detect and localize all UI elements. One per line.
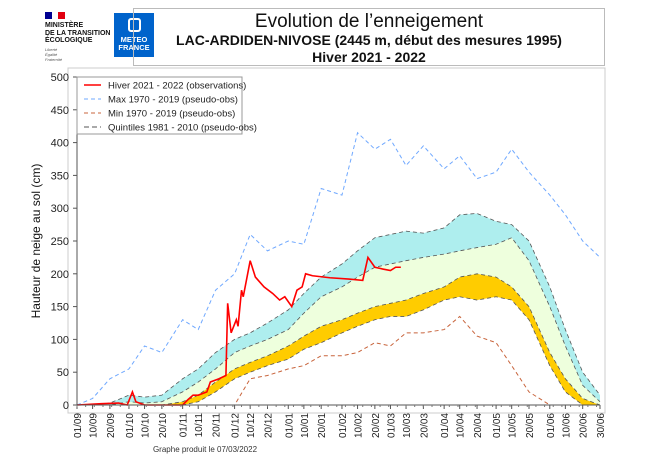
x-tick-label: 20/09: [106, 413, 117, 438]
x-tick-label: 01/01: [284, 413, 295, 438]
ministry-line: DE LA TRANSITION: [45, 29, 111, 37]
legend-label: Quintiles 1981 - 2010 (pseudo-obs): [108, 123, 257, 134]
ministry-line: MINISTÈRE: [45, 22, 84, 29]
x-tick-label: 20/06: [579, 413, 590, 438]
y-tick-label: 500: [51, 72, 69, 84]
logo-text: FRANCE: [118, 43, 150, 52]
ministry-logo: MINISTÈRE DE LA TRANSITION ÉCOLOGIQUE Li…: [45, 12, 110, 62]
motto: Fraternité: [45, 56, 63, 62]
x-tick-label: 10/10: [141, 413, 152, 438]
x-tick-label: 10/12: [246, 413, 257, 438]
x-tick-label: 20/03: [419, 413, 430, 438]
x-tick-label: 10/11: [194, 413, 205, 438]
y-axis-label: Hauteur de neige au sol (cm): [29, 164, 43, 319]
y-tick-label: 350: [51, 170, 69, 182]
chart-border: [67, 67, 606, 414]
observations-line: [76, 255, 401, 406]
legend-label: Min 1970 - 2019 (pseudo-obs): [108, 109, 235, 120]
chart-title: Evolution de l’enneigement: [254, 11, 484, 32]
x-tick-label: 01/05: [492, 413, 503, 438]
x-tick-label: 10/03: [402, 413, 413, 438]
title-box: Evolution de l’enneigement LAC-ARDIDEN-N…: [133, 8, 605, 66]
x-tick-label: 10/01: [300, 413, 311, 438]
x-tick-label: 01/12: [231, 413, 242, 438]
y-tick-label: 100: [51, 334, 69, 346]
x-tick-label: 01/10: [125, 413, 136, 438]
x-tick-label: 01/06: [546, 413, 557, 438]
x-tick-label: 10/09: [89, 413, 100, 438]
footer-date: Graphe produit le 07/03/2022: [153, 445, 258, 454]
x-tick-label: 01/11: [179, 413, 190, 438]
ministry-line: ÉCOLOGIQUE: [45, 37, 93, 44]
x-tick-label: 20/02: [371, 413, 382, 438]
y-tick-label: 250: [51, 236, 69, 248]
y-tick-label: 150: [51, 302, 69, 314]
y-tick-label: 300: [51, 203, 69, 215]
y-tick-label: 400: [51, 138, 69, 150]
x-tick-label: 20/11: [212, 413, 223, 438]
y-tick-label: 50: [57, 367, 69, 379]
y-tick-label: 200: [51, 269, 69, 281]
meteo-france-icon: [127, 18, 141, 32]
max-line: [76, 131, 601, 406]
x-tick-label: 20/05: [525, 413, 536, 438]
x-tick-label: 01/09: [73, 413, 84, 438]
x-tick-label: 20/12: [263, 413, 274, 438]
quintile-line-q60: [77, 237, 601, 406]
x-tick-label: 20/04: [473, 413, 484, 438]
quintile-line-q80: [77, 213, 601, 406]
legend-box: [76, 76, 243, 135]
legend-label: Max 1970 - 2019 (pseudo-obs): [108, 95, 238, 106]
x-tick-label: 01/04: [440, 413, 451, 438]
chart-subtitle: LAC-ARDIDEN-NIVOSE (2445 m, début des me…: [176, 32, 562, 48]
x-tick-label: 10/04: [456, 413, 467, 438]
motto: Liberté: [45, 46, 58, 52]
motto: Égalité: [45, 51, 58, 57]
legend-label: Hiver 2021 - 2022 (observations): [108, 81, 246, 92]
meteo-france-logo: METEO FRANCE: [114, 13, 154, 57]
x-tick-label: 01/02: [338, 413, 349, 438]
y-tick-label: 450: [51, 105, 69, 117]
french-flag-icon: [45, 12, 66, 19]
x-tick-label: 10/06: [561, 413, 572, 438]
x-tick-label: 10/02: [354, 413, 365, 438]
season-label: Hiver 2021 - 2022: [312, 49, 426, 65]
x-tick-label: 20/01: [317, 413, 328, 438]
x-tick-label: 10/05: [508, 413, 519, 438]
x-tick-label: 20/10: [158, 413, 169, 438]
y-tick-label: 0: [63, 400, 69, 412]
x-tick-label: 30/06: [596, 413, 607, 438]
x-tick-label: 01/03: [386, 413, 397, 438]
